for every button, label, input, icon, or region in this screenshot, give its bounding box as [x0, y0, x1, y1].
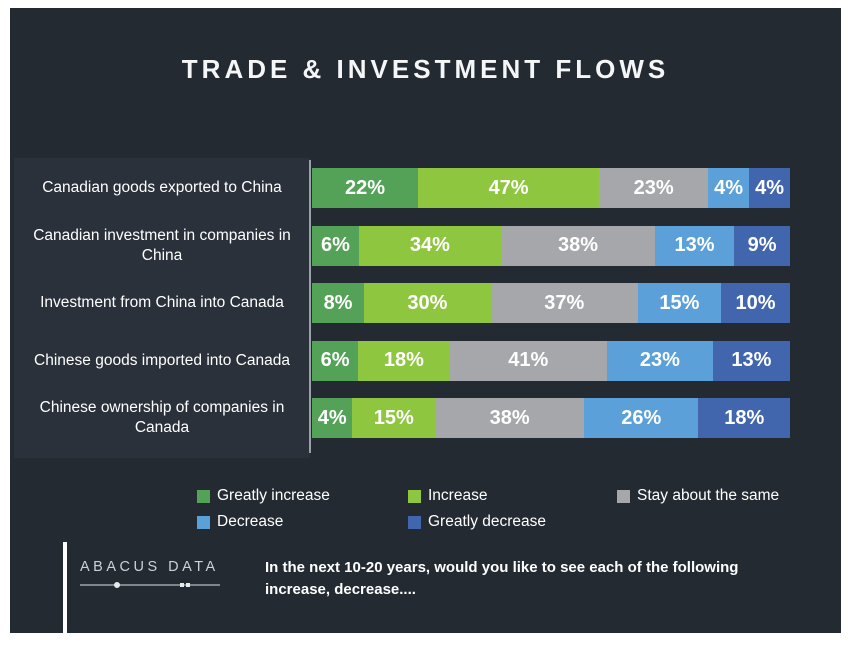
bar-segment: 26% [584, 398, 699, 438]
legend-label: Greatly decrease [428, 513, 547, 530]
legend-swatch [617, 489, 630, 503]
stacked-bar: 22% 47% 23% 4% 4% [312, 168, 790, 208]
bar-segment: 13% [655, 225, 735, 266]
slide: TRADE & INVESTMENT FLOWS Canadian goods … [10, 8, 841, 633]
chart-row: Chinese ownership of companies in Canada… [10, 398, 790, 438]
bar-segment-label: 4% [714, 176, 744, 199]
bar-segment-label: 26% [621, 406, 662, 429]
axis-line [309, 160, 311, 453]
bar-segment: 13% [712, 340, 790, 381]
footer-divider-bar [63, 542, 67, 633]
bar-segment: 47% [418, 168, 600, 208]
legend-swatch [197, 515, 210, 529]
bar-segment: 23% [599, 168, 709, 208]
bar-segment-label: 18% [724, 406, 765, 429]
bar-segment-label: 23% [639, 349, 680, 371]
legend-item: Decrease [197, 513, 283, 531]
bar-segment: 6% [312, 225, 359, 266]
bar-segment-label: 47% [488, 176, 529, 199]
bar-segment-label: 23% [633, 176, 674, 199]
bar-segment: 6% [312, 340, 359, 381]
bar-segment-label: 38% [557, 234, 599, 256]
bar-segment: 30% [364, 283, 491, 323]
bar-segment-label: 6% [321, 234, 350, 256]
bar-segment-label: 4% [755, 176, 784, 199]
bar-segment-label: 9% [747, 234, 777, 256]
bar-segment: 15% [352, 398, 436, 438]
logo-rule [80, 584, 220, 586]
bar-segment: 4% [708, 168, 750, 208]
stacked-bar: 4% 15% 38% 26% 18% [312, 398, 790, 438]
bar-segment: 4% [312, 398, 353, 438]
bar-segment-label: 15% [659, 291, 700, 314]
legend-item: Greatly decrease [408, 513, 546, 531]
note-line-1: In the next 10-20 years, would you like … [265, 559, 739, 576]
chart-row: Canadian investment in companies in Chin… [10, 225, 790, 266]
bar-segment-label: 6% [320, 349, 350, 371]
abacus-data-logo: ABACUS DATA [80, 559, 222, 588]
note-line-2: increase, decrease.... [265, 581, 416, 598]
bar-segment-label: 13% [674, 234, 715, 256]
bar-segment-label: 34% [409, 234, 450, 256]
bar-segment-label: 22% [345, 176, 386, 199]
stacked-bar: 8% 30% 37% 15% 10% [312, 283, 790, 323]
bar-segment-label: 13% [731, 349, 772, 371]
chart-title: TRADE & INVESTMENT FLOWS [181, 54, 670, 84]
legend-label: Decrease [217, 513, 284, 530]
logo-underline [80, 582, 222, 588]
bar-segment: 38% [500, 225, 656, 266]
bar-segment: 22% [312, 168, 419, 208]
bar-segment-label: 4% [317, 406, 347, 429]
bar-segment: 9% [734, 225, 790, 266]
category-label: Canadian goods exported to China [42, 179, 282, 196]
stacked-bar: 6% 34% 38% 13% 9% [312, 225, 790, 266]
bar-segment: 10% [721, 283, 790, 323]
chart-rows: Canadian goods exported to China 22% 47% 23… [10, 8, 841, 633]
category-label-panel [14, 158, 310, 458]
logo-dot [114, 582, 120, 588]
stacked-bar: 6% 18% 41% 23% 13% [312, 340, 790, 381]
bar-segment: 4% [749, 168, 790, 208]
legend-swatch [408, 515, 421, 529]
logo-square [180, 583, 184, 587]
bar-segment-label: 30% [407, 291, 448, 314]
chart-row: Chinese goods imported into Canada 6% 18% 4… [10, 340, 790, 381]
bar-segment: 18% [358, 340, 450, 381]
bar-segment-label: 18% [383, 349, 424, 371]
legend-item: Stay about the same [617, 487, 779, 505]
survey-question-note: In the next 10-20 years, would you like … [265, 557, 825, 601]
bar-segment-label: 37% [544, 291, 585, 314]
legend-label: Increase [428, 487, 488, 504]
bar-segment: 15% [637, 283, 722, 323]
category-label: Canadian investment in companies in Chin… [33, 226, 291, 264]
bar-segment: 18% [698, 398, 790, 438]
bar-segment-label: 38% [489, 406, 530, 429]
chart-row: Investment from China into Canada 8% 30% 37… [10, 283, 790, 323]
bar-segment: 8% [312, 283, 365, 323]
bar-segment-label: 10% [735, 291, 776, 314]
bar-segment-label: 41% [508, 349, 549, 371]
logo-text: ABACUS DATA [80, 559, 219, 575]
bar-segment: 37% [490, 283, 638, 323]
bar-segment-label: 8% [323, 291, 353, 314]
legend-item: Increase [408, 487, 487, 505]
bar-segment: 41% [449, 340, 607, 381]
bar-segment-label: 15% [373, 406, 414, 429]
category-label: Chinese ownership of companies in Canada [39, 399, 285, 436]
logo-square [186, 583, 190, 587]
legend-item: Greatly increase [197, 487, 330, 505]
legend-label: Greatly increase [217, 487, 330, 504]
bar-segment: 23% [606, 340, 713, 381]
category-label: Investment from China into Canada [40, 294, 284, 311]
legend-swatch [408, 489, 421, 503]
bar-segment: 38% [435, 398, 585, 438]
legend-label: Stay about the same [637, 487, 780, 504]
category-label: Chinese goods imported into Canada [34, 351, 290, 369]
legend-swatch [197, 489, 210, 503]
chart-row: Canadian goods exported to China 22% 47% 23… [10, 168, 790, 208]
bar-segment: 34% [358, 225, 501, 266]
